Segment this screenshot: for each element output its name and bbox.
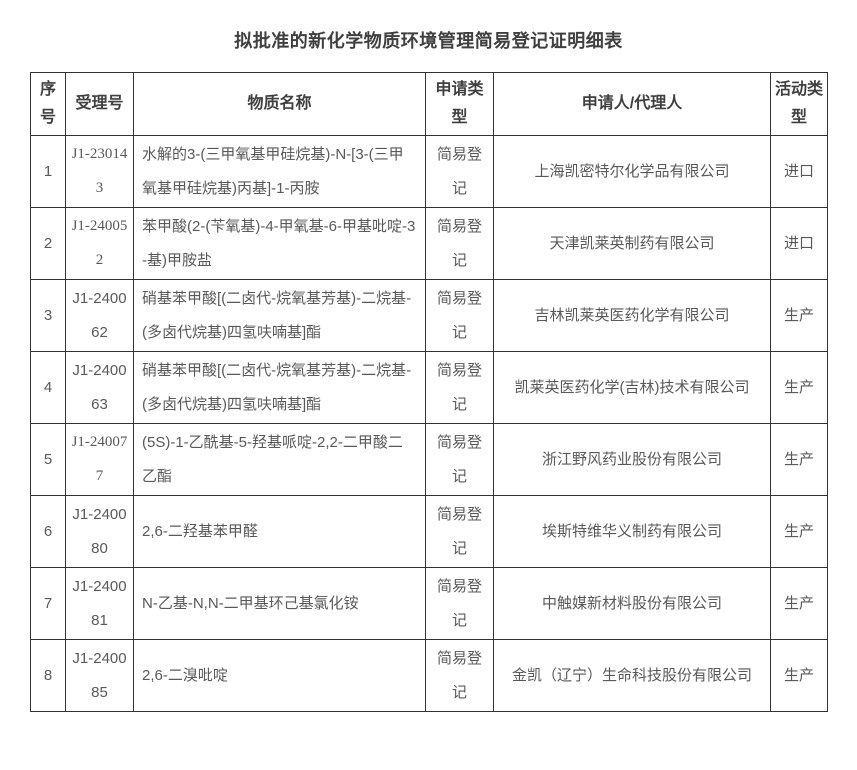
column-header-application_type: 申请类型 <box>425 72 494 136</box>
table-row: 7 J1-240081 N-乙基-N,N-二甲基环己基氯化铵 简易登记 中触媒新… <box>30 567 828 640</box>
column-header-substance: 物质名称 <box>133 72 426 136</box>
table-row: 2 J1-240052 苯甲酸(2-(苄氧基)-4-甲氧基-6-甲基吡啶-3-基… <box>30 207 828 280</box>
cell-acceptance-no: J1-240077 <box>65 423 134 496</box>
cell-acceptance-no: J1-240081 <box>65 567 134 640</box>
column-header-applicant: 申请人/代理人 <box>493 72 771 136</box>
table-row: 6 J1-240080 2,6-二羟基苯甲醛 简易登记 埃斯特维华义制药有限公司… <box>30 495 828 568</box>
cell-application-type: 简易登记 <box>425 279 494 352</box>
cell-application-type: 简易登记 <box>425 423 494 496</box>
cell-activity-type: 生产 <box>770 567 828 640</box>
cell-applicant: 凯莱英医药化学(吉林)技术有限公司 <box>493 351 771 424</box>
cell-acceptance-no: J1-240085 <box>65 639 134 712</box>
cell-acceptance-no: J1-230143 <box>65 135 134 208</box>
cell-applicant: 吉林凯莱英医药化学有限公司 <box>493 279 771 352</box>
cell-acceptance-no: J1-240063 <box>65 351 134 424</box>
column-header-acceptance_no: 受理号 <box>65 72 134 136</box>
cell-substance-name: 硝基苯甲酸[(二卤代-烷氧基芳基)-二烷基-(多卤代烷基)四氢呋喃基]酯 <box>133 351 426 424</box>
cell-applicant: 天津凯莱英制药有限公司 <box>493 207 771 280</box>
table-header: 序号 受理号 物质名称 申请类型 申请人/代理人 活动类型 <box>30 72 828 136</box>
column-header-activity_type: 活动类型 <box>770 72 828 136</box>
cell-applicant: 埃斯特维华义制药有限公司 <box>493 495 771 568</box>
cell-application-type: 简易登记 <box>425 495 494 568</box>
cell-application-type: 简易登记 <box>425 351 494 424</box>
cell-acceptance-no: J1-240052 <box>65 207 134 280</box>
cell-applicant: 金凯（辽宁）生命科技股份有限公司 <box>493 639 771 712</box>
cell-activity-type: 生产 <box>770 495 828 568</box>
cell-sequence-number: 3 <box>30 279 66 352</box>
cell-sequence-number: 6 <box>30 495 66 568</box>
cell-sequence-number: 1 <box>30 135 66 208</box>
cell-sequence-number: 2 <box>30 207 66 280</box>
cell-activity-type: 进口 <box>770 135 828 208</box>
cell-substance-name: 硝基苯甲酸[(二卤代-烷氧基芳基)-二烷基-(多卤代烷基)四氢呋喃基]酯 <box>133 279 426 352</box>
table-row: 3 J1-240062 硝基苯甲酸[(二卤代-烷氧基芳基)-二烷基-(多卤代烷基… <box>30 279 828 352</box>
column-header-seq: 序号 <box>30 72 66 136</box>
cell-application-type: 简易登记 <box>425 567 494 640</box>
page-title: 拟批准的新化学物质环境管理简易登记证明细表 <box>234 31 623 51</box>
cell-activity-type: 生产 <box>770 279 828 352</box>
cell-acceptance-no: J1-240080 <box>65 495 134 568</box>
cell-sequence-number: 4 <box>30 351 66 424</box>
cell-sequence-number: 8 <box>30 639 66 712</box>
cell-acceptance-no: J1-240062 <box>65 279 134 352</box>
table-row: 5 J1-240077 (5S)-1-乙酰基-5-羟基哌啶-2,2-二甲酸二乙酯… <box>30 423 828 496</box>
cell-sequence-number: 7 <box>30 567 66 640</box>
table-body: 1 J1-230143 水解的3-(三甲氧基甲硅烷基)-N-[3-(三甲氧基甲硅… <box>30 135 828 712</box>
table-row: 1 J1-230143 水解的3-(三甲氧基甲硅烷基)-N-[3-(三甲氧基甲硅… <box>30 135 828 208</box>
cell-applicant: 上海凯密特尔化学品有限公司 <box>493 135 771 208</box>
table-row: 4 J1-240063 硝基苯甲酸[(二卤代-烷氧基芳基)-二烷基-(多卤代烷基… <box>30 351 828 424</box>
cell-applicant: 浙江野风药业股份有限公司 <box>493 423 771 496</box>
cell-substance-name: (5S)-1-乙酰基-5-羟基哌啶-2,2-二甲酸二乙酯 <box>133 423 426 496</box>
cell-substance-name: N-乙基-N,N-二甲基环己基氯化铵 <box>133 567 426 640</box>
cell-substance-name: 水解的3-(三甲氧基甲硅烷基)-N-[3-(三甲氧基甲硅烷基)丙基]-1-丙胺 <box>133 135 426 208</box>
registration-table: 序号 受理号 物质名称 申请类型 申请人/代理人 活动类型 1 J1-230143 水解的… <box>30 72 828 712</box>
cell-application-type: 简易登记 <box>425 207 494 280</box>
cell-activity-type: 生产 <box>770 351 828 424</box>
table-header-row: 序号 受理号 物质名称 申请类型 申请人/代理人 活动类型 <box>30 72 828 136</box>
cell-sequence-number: 5 <box>30 423 66 496</box>
cell-substance-name: 2,6-二羟基苯甲醛 <box>133 495 426 568</box>
cell-application-type: 简易登记 <box>425 639 494 712</box>
cell-substance-name: 2,6-二溴吡啶 <box>133 639 426 712</box>
cell-substance-name: 苯甲酸(2-(苄氧基)-4-甲氧基-6-甲基吡啶-3-基)甲胺盐 <box>133 207 426 280</box>
cell-applicant: 中触媒新材料股份有限公司 <box>493 567 771 640</box>
cell-activity-type: 生产 <box>770 639 828 712</box>
cell-activity-type: 生产 <box>770 423 828 496</box>
cell-application-type: 简易登记 <box>425 135 494 208</box>
cell-activity-type: 进口 <box>770 207 828 280</box>
table-row: 8 J1-240085 2,6-二溴吡啶 简易登记 金凯（辽宁）生命科技股份有限… <box>30 639 828 712</box>
